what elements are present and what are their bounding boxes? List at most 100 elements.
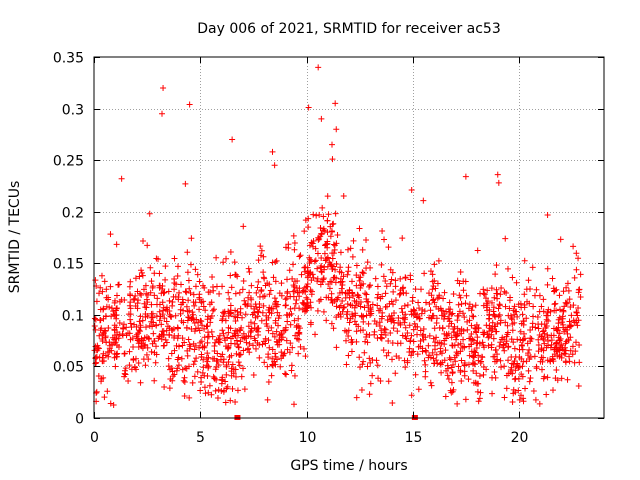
data-point [490, 311, 497, 318]
data-point [151, 338, 158, 345]
data-point [365, 308, 372, 315]
data-point [480, 286, 487, 293]
data-point [120, 321, 127, 328]
data-point [184, 269, 191, 276]
data-point [295, 329, 302, 336]
data-points [91, 64, 584, 420]
data-point [357, 284, 364, 291]
data-point [154, 295, 161, 302]
data-point [469, 313, 476, 320]
data-point [320, 308, 327, 315]
data-point [240, 278, 247, 285]
data-point [488, 285, 495, 292]
data-point [116, 320, 123, 327]
data-point [232, 318, 239, 325]
data-point [388, 276, 395, 283]
data-point [381, 329, 388, 336]
data-point [444, 362, 451, 369]
axis-ticks: 0 0.05 0.1 0.15 0.2 0.25 0.3 0.35 0 5 10 15 20 [53, 51, 604, 446]
data-point [209, 307, 216, 314]
data-point [536, 292, 543, 299]
data-point [344, 271, 351, 278]
data-point [138, 335, 145, 342]
data-point [345, 327, 352, 334]
data-point [554, 327, 561, 334]
data-point [330, 325, 337, 332]
data-point [127, 316, 134, 323]
data-point [99, 354, 106, 361]
data-point [137, 379, 144, 386]
data-point-notable [462, 173, 469, 180]
data-point [403, 335, 410, 342]
data-point [527, 374, 534, 381]
data-point [469, 359, 476, 366]
data-point [344, 301, 351, 308]
data-point [230, 370, 237, 377]
data-point [439, 324, 446, 331]
data-point [127, 278, 134, 285]
data-point [493, 358, 500, 365]
data-point [463, 292, 470, 299]
data-point [323, 317, 330, 324]
data-point [528, 335, 535, 342]
data-point [363, 236, 370, 243]
data-point [558, 351, 565, 358]
data-point [235, 351, 242, 358]
data-point [256, 304, 263, 311]
data-point [191, 302, 198, 309]
data-point [217, 353, 224, 360]
data-point [225, 324, 232, 331]
data-point [298, 271, 305, 278]
data-point [161, 289, 168, 296]
data-point [426, 352, 433, 359]
data-point [362, 290, 369, 297]
data-point [451, 354, 458, 361]
data-point [265, 379, 272, 386]
data-point [251, 325, 258, 332]
data-point [491, 353, 498, 360]
data-point [429, 349, 436, 356]
data-point [191, 328, 198, 335]
data-point [558, 375, 565, 382]
data-point [254, 308, 261, 315]
data-point [491, 312, 498, 319]
data-point [367, 380, 374, 387]
data-point [458, 377, 465, 384]
data-point [284, 318, 291, 325]
data-point [200, 356, 207, 363]
data-point [489, 319, 496, 326]
data-point [286, 349, 293, 356]
data-point [440, 307, 447, 314]
data-point [503, 385, 510, 392]
data-point [558, 341, 565, 348]
data-point [394, 340, 401, 347]
data-point [379, 227, 386, 234]
data-point [141, 300, 148, 307]
data-point [411, 320, 418, 327]
data-point [448, 311, 455, 318]
data-point [178, 355, 185, 362]
data-point [153, 255, 160, 262]
data-point [287, 305, 294, 312]
data-point [250, 371, 257, 378]
data-point [363, 333, 370, 340]
data-point [171, 332, 178, 339]
data-point [223, 371, 230, 378]
data-point [210, 306, 217, 313]
data-point [423, 348, 430, 355]
data-point [143, 324, 150, 331]
data-point [232, 271, 239, 278]
data-point [490, 335, 497, 342]
data-point [291, 317, 298, 324]
data-point [483, 300, 490, 307]
data-point [245, 265, 252, 272]
data-point [246, 289, 253, 296]
data-point [328, 262, 335, 269]
data-point [568, 312, 575, 319]
data-point [404, 301, 411, 308]
data-point [347, 245, 354, 252]
data-point [111, 299, 118, 306]
data-point [431, 360, 438, 367]
data-point [437, 345, 444, 352]
data-point [211, 343, 218, 350]
